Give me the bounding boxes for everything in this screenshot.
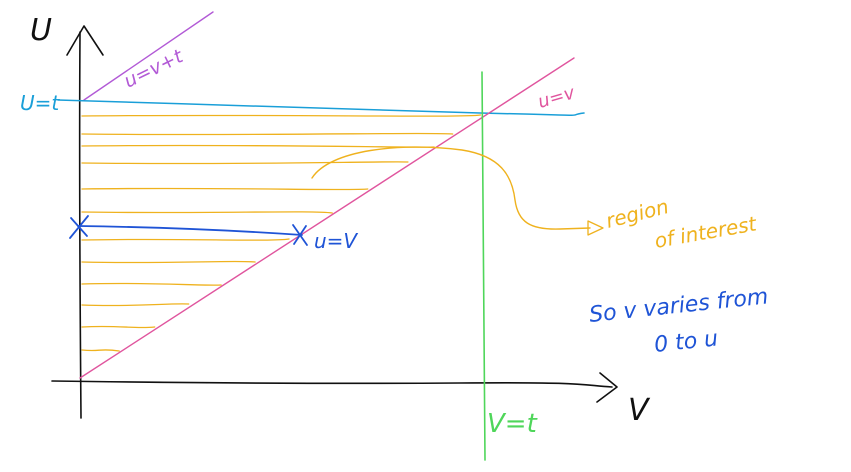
line-u-eq-t [57,99,585,116]
segment-end-cross-icon [292,224,308,246]
hatch-line [81,144,435,148]
v-axis-line [51,380,613,388]
hatch-line [81,303,190,307]
hatch-line [81,238,290,241]
v-axis-label: V [628,393,651,428]
horizontal-segment [77,225,303,236]
hatch-line [81,349,120,352]
note-line2: 0 to u [653,326,719,358]
hatch-line [81,187,369,191]
u-axis-line [78,31,82,419]
hatch-line [81,325,156,329]
v-eq-t-label: V=t [487,409,538,439]
note-line1: So v varies from [588,284,769,328]
region-pointer-arrowhead-icon [587,220,604,236]
hatch-line [81,260,256,264]
segment-end-label: u=V [314,229,358,253]
hatch-line [81,211,333,214]
line-u-eq-v [79,57,575,379]
v-axis-arrowhead-icon [596,372,618,403]
line-u-eq-v-plus-t [83,11,214,101]
line-v-eq-t [481,71,486,461]
segment-start-cross-icon [69,215,89,239]
hatch-line [81,132,454,136]
u-axis-label: U [30,13,52,48]
u-eq-t-label: U=t [20,91,60,115]
u-axis-arrowhead-icon [66,25,104,56]
hatch-line [81,282,222,286]
u-eq-v-label: u=v [536,82,578,113]
hatch-line [81,161,409,165]
region-hatching [81,114,482,352]
region-pointer-curve [311,146,591,230]
hatch-line [81,114,482,117]
